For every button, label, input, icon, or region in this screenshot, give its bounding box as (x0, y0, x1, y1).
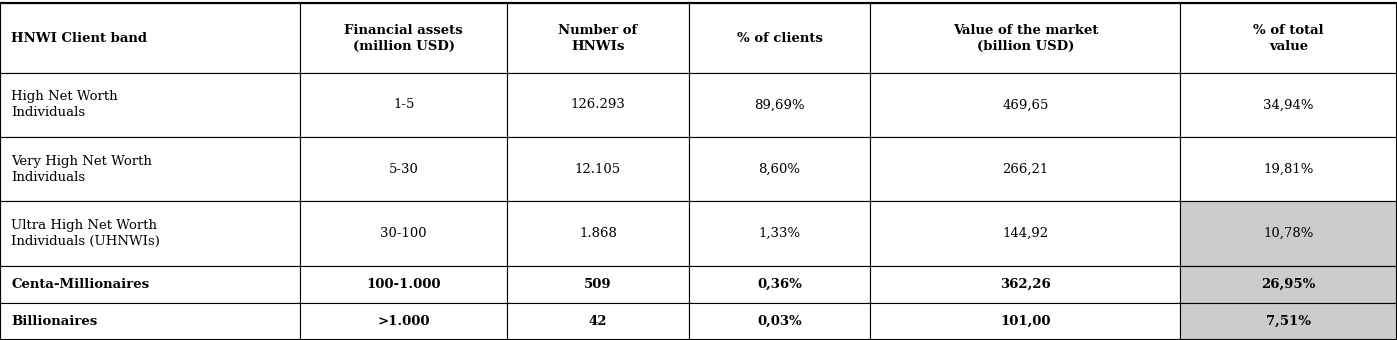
Bar (1180, 266, 1397, 303)
Bar (870, 303, 1180, 340)
Bar (0, 73, 300, 137)
Text: 30-100: 30-100 (380, 227, 427, 240)
Bar (0, 303, 300, 340)
Bar (1180, 303, 1397, 340)
Bar (507, 266, 689, 303)
Bar (689, 202, 870, 266)
Text: 5-30: 5-30 (388, 163, 419, 176)
Text: 12.105: 12.105 (574, 163, 622, 176)
Bar (870, 137, 1180, 202)
Text: 42: 42 (588, 315, 608, 328)
Bar (870, 73, 1180, 137)
Text: Billionaires: Billionaires (11, 315, 98, 328)
Bar (300, 202, 507, 266)
Text: Number of
HNWIs: Number of HNWIs (559, 23, 637, 52)
Bar (870, 3, 1180, 73)
Text: Value of the market
(billion USD): Value of the market (billion USD) (953, 23, 1098, 52)
Bar (300, 73, 507, 137)
Bar (1180, 137, 1397, 202)
Bar (689, 73, 870, 137)
Text: 1-5: 1-5 (393, 98, 415, 112)
Bar (0, 137, 300, 202)
Bar (300, 303, 507, 340)
Text: % of clients: % of clients (736, 32, 823, 45)
Text: Centa-Millionaires: Centa-Millionaires (11, 278, 149, 291)
Text: 26,95%: 26,95% (1261, 278, 1316, 291)
Bar (507, 3, 689, 73)
Text: 19,81%: 19,81% (1263, 163, 1315, 176)
Bar (300, 137, 507, 202)
Text: Financial assets
(million USD): Financial assets (million USD) (345, 23, 462, 52)
Bar (689, 3, 870, 73)
Text: High Net Worth
Individuals: High Net Worth Individuals (11, 90, 117, 119)
Text: % of total
value: % of total value (1253, 23, 1324, 52)
Bar (507, 202, 689, 266)
Text: 89,69%: 89,69% (754, 98, 805, 112)
Bar (300, 3, 507, 73)
Text: Very High Net Worth
Individuals: Very High Net Worth Individuals (11, 155, 152, 184)
Bar (870, 202, 1180, 266)
Bar (300, 266, 507, 303)
Text: 266,21: 266,21 (1002, 163, 1049, 176)
Text: 0,03%: 0,03% (757, 315, 802, 328)
Bar (507, 137, 689, 202)
Bar (689, 137, 870, 202)
Bar (507, 73, 689, 137)
Text: 469,65: 469,65 (1002, 98, 1049, 112)
Text: HNWI Client band: HNWI Client band (11, 32, 147, 45)
Text: 1,33%: 1,33% (759, 227, 800, 240)
Text: 7,51%: 7,51% (1266, 315, 1312, 328)
Bar (1180, 202, 1397, 266)
Bar (1180, 3, 1397, 73)
Text: 0,36%: 0,36% (757, 278, 802, 291)
Text: 10,78%: 10,78% (1263, 227, 1315, 240)
Bar (0, 3, 300, 73)
Bar (0, 202, 300, 266)
Bar (1180, 73, 1397, 137)
Text: Ultra High Net Worth
Individuals (UHNWIs): Ultra High Net Worth Individuals (UHNWIs… (11, 219, 161, 248)
Text: 34,94%: 34,94% (1263, 98, 1315, 112)
Bar (689, 266, 870, 303)
Text: 362,26: 362,26 (1000, 278, 1051, 291)
Text: 101,00: 101,00 (1000, 315, 1051, 328)
Text: 8,60%: 8,60% (759, 163, 800, 176)
Text: 144,92: 144,92 (1002, 227, 1049, 240)
Text: 126.293: 126.293 (570, 98, 626, 112)
Text: 1.868: 1.868 (578, 227, 617, 240)
Bar (0, 266, 300, 303)
Bar (507, 303, 689, 340)
Text: 100-1.000: 100-1.000 (366, 278, 441, 291)
Text: 509: 509 (584, 278, 612, 291)
Text: >1.000: >1.000 (377, 315, 430, 328)
Bar (689, 303, 870, 340)
Bar (870, 266, 1180, 303)
